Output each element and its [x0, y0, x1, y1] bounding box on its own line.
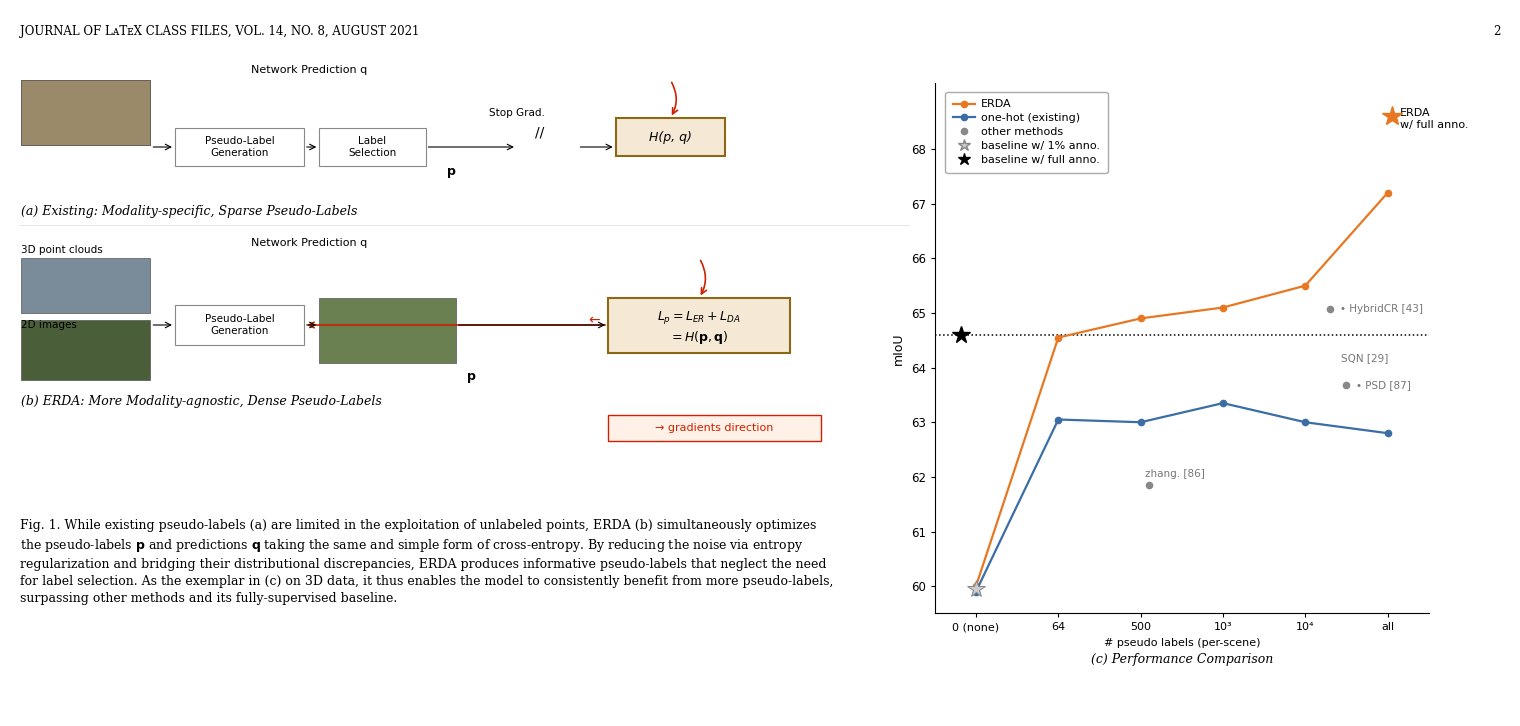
Text: $= H(\mathbf{p}, \mathbf{q})$: $= H(\mathbf{p}, \mathbf{q})$	[669, 330, 730, 346]
Text: (b) ERDA: More Modality-agnostic, Dense Pseudo-Labels: (b) ERDA: More Modality-agnostic, Dense …	[21, 395, 382, 408]
Text: (a) Existing: Modality-specific, Sparse Pseudo-Labels: (a) Existing: Modality-specific, Sparse …	[21, 205, 357, 218]
Text: Pseudo-Label
Generation: Pseudo-Label Generation	[205, 314, 274, 336]
Text: ERDA
w/ full anno.: ERDA w/ full anno.	[1400, 108, 1468, 130]
Text: 2D images: 2D images	[21, 320, 78, 330]
X-axis label: # pseudo labels (per-scene): # pseudo labels (per-scene)	[1104, 638, 1260, 648]
Text: Network Prediction q: Network Prediction q	[251, 238, 366, 248]
Text: H(p, q): H(p, q)	[649, 131, 692, 144]
Text: //: //	[535, 126, 544, 140]
FancyBboxPatch shape	[608, 298, 790, 353]
FancyBboxPatch shape	[175, 128, 304, 166]
Text: Pseudo-Label
Generation: Pseudo-Label Generation	[205, 136, 274, 158]
Text: JOURNAL OF LᴀTᴇX CLASS FILES, VOL. 14, NO. 8, AUGUST 2021: JOURNAL OF LᴀTᴇX CLASS FILES, VOL. 14, N…	[20, 25, 420, 38]
FancyBboxPatch shape	[616, 118, 725, 156]
Text: Fig. 1. While existing pseudo-labels (a) are limited in the exploitation of unla: Fig. 1. While existing pseudo-labels (a)…	[20, 519, 833, 605]
Text: • HybridCR [43]: • HybridCR [43]	[1341, 303, 1423, 314]
FancyBboxPatch shape	[175, 305, 304, 345]
Text: ←: ←	[588, 313, 600, 327]
Text: 2: 2	[1493, 25, 1500, 38]
FancyBboxPatch shape	[319, 298, 456, 363]
FancyBboxPatch shape	[21, 80, 150, 145]
Text: 3D point clouds: 3D point clouds	[21, 245, 103, 255]
FancyBboxPatch shape	[21, 258, 150, 313]
Legend: ERDA, one-hot (existing), other methods, baseline w/ 1% anno., baseline w/ full : ERDA, one-hot (existing), other methods,…	[945, 91, 1108, 173]
FancyBboxPatch shape	[21, 320, 150, 380]
FancyBboxPatch shape	[608, 415, 821, 441]
FancyBboxPatch shape	[319, 128, 426, 166]
Text: p: p	[447, 165, 456, 178]
Text: Stop Grad.: Stop Grad.	[489, 108, 544, 118]
Y-axis label: mIoU: mIoU	[892, 333, 906, 364]
Text: zhang. [86]: zhang. [86]	[1145, 468, 1205, 478]
Text: Network Prediction q: Network Prediction q	[251, 65, 366, 75]
Text: p: p	[467, 370, 476, 383]
Text: (c) Performance Comparison: (c) Performance Comparison	[1091, 653, 1274, 666]
Text: $L_p = L_{ER} + L_{DA}$: $L_p = L_{ER} + L_{DA}$	[658, 309, 740, 327]
Text: Label
Selection: Label Selection	[348, 136, 397, 158]
Text: • PSD [87]: • PSD [87]	[1356, 380, 1411, 390]
Text: SQN [29]: SQN [29]	[1341, 353, 1388, 363]
Text: → gradients direction: → gradients direction	[655, 423, 774, 433]
FancyBboxPatch shape	[21, 80, 150, 145]
